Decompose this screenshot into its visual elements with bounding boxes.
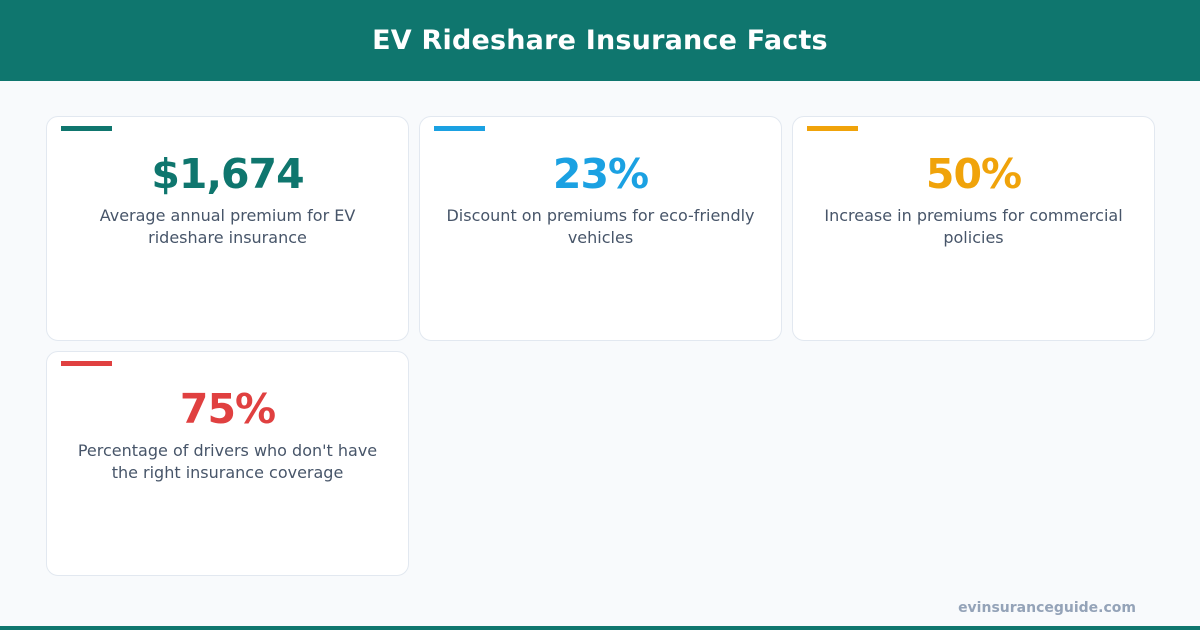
page-title: EV Rideshare Insurance Facts xyxy=(372,25,828,56)
site-url: evinsuranceguide.com xyxy=(958,600,1136,616)
fact-description: Percentage of drivers who don't have the… xyxy=(77,441,378,482)
header-banner: EV Rideshare Insurance Facts xyxy=(0,0,1200,81)
fact-card-increase: 50% Increase in premiums for commercial … xyxy=(792,116,1155,341)
fact-description: Average annual premium for EV rideshare … xyxy=(99,206,356,247)
fact-value: $1,674 xyxy=(151,150,304,198)
fact-description: Increase in premiums for commercial poli… xyxy=(824,206,1123,247)
fact-card-discount: 23% Discount on premiums for eco-friendl… xyxy=(419,116,782,341)
fact-value: 23% xyxy=(552,150,649,198)
accent-bar xyxy=(807,126,858,131)
fact-value: 50% xyxy=(925,150,1022,198)
fact-description: Discount on premiums for eco-friendly ve… xyxy=(446,206,755,247)
bottom-accent-strip xyxy=(0,626,1200,630)
fact-value: 75% xyxy=(179,385,276,433)
accent-bar xyxy=(61,361,112,366)
fact-card-coverage: 75% Percentage of drivers who don't have… xyxy=(46,351,409,576)
accent-bar xyxy=(61,126,112,131)
accent-bar xyxy=(434,126,485,131)
fact-card-premium: $1,674 Average annual premium for EV rid… xyxy=(46,116,409,341)
